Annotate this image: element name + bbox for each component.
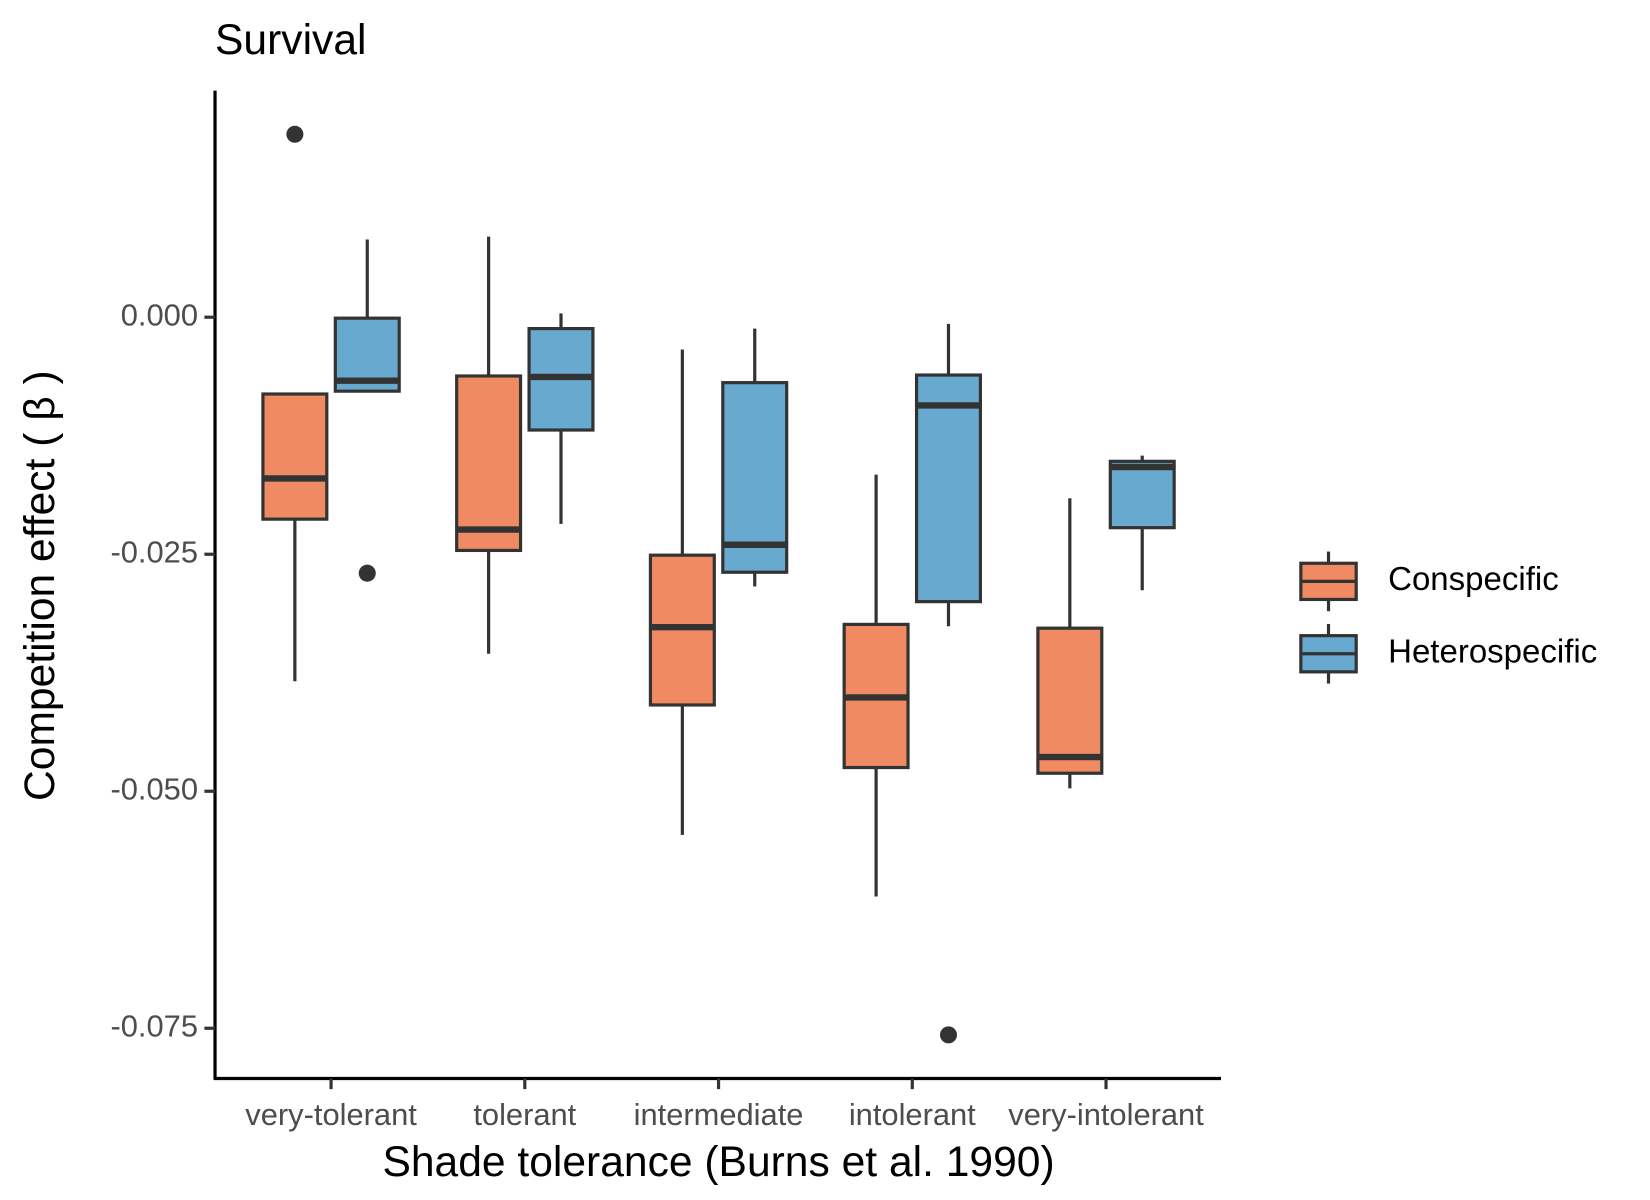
y-tick-label: -0.050 (110, 771, 198, 806)
x-tick-label: very-intolerant (1008, 1097, 1204, 1132)
outlier (286, 125, 304, 143)
outlier (358, 564, 376, 582)
box (721, 381, 789, 574)
y-tick-label: 0.000 (121, 297, 198, 332)
box (1108, 459, 1176, 530)
box (914, 373, 983, 604)
y-tick-label: -0.075 (110, 1008, 198, 1043)
legend-label: Heterospecific (1388, 632, 1597, 669)
x-axis-title: Shade tolerance (Burns et al. 1990) (382, 1138, 1054, 1186)
box (1036, 626, 1104, 775)
x-tick-label: intermediate (634, 1097, 804, 1132)
chart-title: Survival (215, 16, 366, 64)
box (455, 374, 523, 553)
outlier (939, 1026, 957, 1044)
x-tick-label: very-tolerant (245, 1097, 417, 1132)
y-tick-label: -0.025 (110, 534, 198, 569)
y-axis-title: Competition effect ( β ) (16, 370, 64, 801)
x-tick-label: tolerant (473, 1097, 576, 1132)
box (261, 392, 329, 521)
legend-label: Conspecific (1388, 560, 1559, 597)
x-tick-label: intolerant (849, 1097, 976, 1132)
